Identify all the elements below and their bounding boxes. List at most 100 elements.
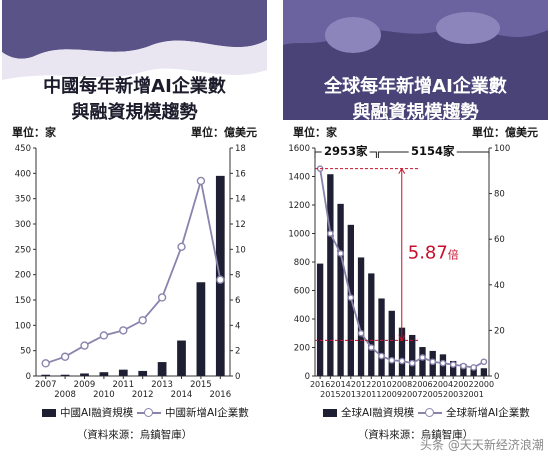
bar <box>118 369 128 376</box>
global-chart-panel: 全球每年新增AI企業數 與融資規模趨勢 單位：家 單位：億美元 0 200 400 6… <box>283 0 548 459</box>
source-note: （資料來源：烏鎮智庫） <box>357 429 474 441</box>
chart-title-line2: 與融資規模趨勢 <box>71 102 198 123</box>
bar <box>80 373 89 376</box>
y-left-tick-label: 200 <box>15 271 31 281</box>
y-right-tick-label: 2 <box>235 347 240 357</box>
line-point <box>337 250 344 257</box>
x-tick-label: 2001 <box>463 390 483 399</box>
header-robot-hand-graphic <box>283 0 548 140</box>
y-right-tick-label: 4 <box>235 321 240 331</box>
label-bg-5154 <box>408 143 457 158</box>
line-point <box>460 362 467 370</box>
y-right-tick-label: 0 <box>494 372 499 382</box>
bar <box>60 374 70 376</box>
bar <box>419 347 426 376</box>
y-left-tick-label: 400 <box>294 315 310 325</box>
bar <box>327 174 334 376</box>
bar <box>368 273 375 376</box>
legend-item-bars: 全球AI融資規模 <box>323 405 414 420</box>
chart-title-line1: 中國每年新增AI企業數 <box>43 76 226 97</box>
y-right-tick-label: 80 <box>494 190 505 200</box>
y-left-tick-label: 1000 <box>288 230 310 240</box>
header-right: 全球每年新增AI企業數 與融資規模趨勢 單位：家 單位：億美元 <box>283 0 548 140</box>
bar <box>357 257 365 376</box>
y-left-tick-label: 250 <box>15 245 31 255</box>
legend-bar-label: 全球AI融資規模 <box>341 407 415 419</box>
series-line <box>45 180 222 365</box>
y-left-tick-label: 1200 <box>288 201 310 211</box>
ratio-label-bg <box>405 240 464 263</box>
x-tick-label: 2015 <box>190 380 212 390</box>
bar <box>196 282 206 376</box>
source-note: （資料來源：烏鎮智庫） <box>76 429 193 441</box>
line-point <box>480 358 488 366</box>
line-point <box>429 358 437 366</box>
header-wave-graphic <box>2 0 267 140</box>
annotation-5154: 5154家 <box>411 144 455 158</box>
label-bg-2953 <box>321 143 370 158</box>
x-tick-label: 2016 <box>310 380 330 389</box>
line-point <box>177 242 186 252</box>
line-point <box>347 294 355 301</box>
annotation-ratio: 5.87 <box>408 243 448 264</box>
bar <box>157 362 167 376</box>
line-point <box>419 354 426 361</box>
line-point <box>157 293 167 302</box>
left-axis-unit: 單位：家 <box>12 126 56 139</box>
y-right-tick-label: 8 <box>235 271 240 281</box>
line-point <box>119 326 128 335</box>
x-tick-label: 2011 <box>112 380 134 390</box>
x-tick-label: 2013 <box>151 380 173 390</box>
x-tick-label: 2008 <box>392 380 412 389</box>
bar <box>99 372 109 376</box>
legend-line-label: 全球新增AI企業數 <box>446 407 530 419</box>
y-left-tick-label: 300 <box>15 220 31 230</box>
line-point <box>80 341 89 350</box>
y-left-tick-label: 1400 <box>288 173 310 183</box>
line-point <box>196 176 206 186</box>
legend-line-swatch <box>418 407 442 418</box>
y-left-tick-label: 100 <box>15 321 31 331</box>
legend-item-line: 全球新增AI企業數 <box>418 405 530 420</box>
x-tick-label: 2000 <box>474 380 494 389</box>
y-right-tick-label: 20 <box>494 326 505 336</box>
ratio-arrow-head-bottom <box>398 335 406 342</box>
right-axis-unit: 單位：億美元 <box>472 126 538 139</box>
bar <box>177 340 186 376</box>
line-point <box>398 357 406 365</box>
x-tick-label: 2013 <box>341 390 361 399</box>
bar <box>450 360 457 376</box>
bar <box>138 370 148 376</box>
x-tick-label: 2009 <box>74 380 96 390</box>
bar <box>41 374 51 376</box>
watermark: 头条 @天天新经济浪潮 <box>420 438 544 452</box>
x-tick-label: 2015 <box>320 390 340 399</box>
x-tick-label: 2010 <box>93 390 115 400</box>
chart-title-line1: 全球每年新增AI企業數 <box>324 76 507 97</box>
line-point <box>216 275 225 284</box>
bar <box>337 203 344 376</box>
line-point <box>327 230 334 237</box>
line-point <box>99 331 109 340</box>
y-left-tick-label: 50 <box>20 347 31 357</box>
x-tick-label: 2016 <box>209 390 231 400</box>
x-tick-label: 2004 <box>433 380 453 389</box>
x-tick-label: 2002 <box>453 380 473 389</box>
header-left: 中國每年新增AI企業數 與融資規模趨勢 單位：家 單位：億美元 <box>2 0 267 140</box>
y-right-tick-label: 0 <box>235 372 240 382</box>
y-right-tick-label: 60 <box>494 235 505 245</box>
y-left-tick-label: 350 <box>15 195 31 205</box>
y-left-tick-label: 800 <box>294 258 310 268</box>
chart-title-line2: 與融資規模趨勢 <box>352 102 479 123</box>
y-right-tick-label: 10 <box>235 245 246 255</box>
legend-bar-label: 中國AI融資規模 <box>60 407 134 419</box>
line-point <box>367 344 375 351</box>
legend-item-bars: 中國AI融資規模 <box>42 405 133 420</box>
bar <box>409 334 416 376</box>
line-point <box>439 359 447 367</box>
line-point <box>449 361 457 368</box>
global-ai-chart: 0 200 400 600 800 1000 1200 1400 1600 0 20 40 60 80 10… <box>288 143 510 399</box>
x-tick-label: 2007 <box>35 380 57 390</box>
y-right-tick-label: 6 <box>235 296 240 306</box>
bar <box>388 310 395 376</box>
